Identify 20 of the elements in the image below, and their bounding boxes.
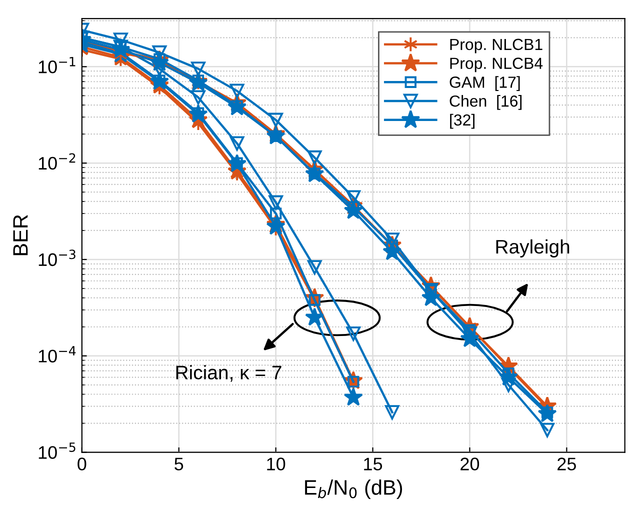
y-tick-label: 10$^{−4}$ xyxy=(38,346,76,362)
y-tick-label: 10$^{−5}$ xyxy=(38,442,76,459)
y-tick-label: 10$^{−1}$ xyxy=(38,56,76,74)
x-tick-label: 0 xyxy=(78,458,86,470)
x-axis-title: E$_{b}$/N$_{0}$ (dB) xyxy=(305,480,402,499)
y-axis-title: BER xyxy=(13,214,28,256)
legend-label: [32] xyxy=(450,114,474,129)
x-tick-label: 5 xyxy=(174,458,184,470)
legend-label: Prop. NLCB1 xyxy=(450,38,542,54)
annotation: Rician, κ = 7 xyxy=(176,365,282,382)
legend-label: GAM [17] xyxy=(450,76,520,92)
y-tick-label: 10$^{−2}$ xyxy=(38,153,76,170)
y-tick-label: 10$^{−3}$ xyxy=(38,250,76,266)
legend-label: Prop. NLCB4 xyxy=(450,58,543,72)
x-tick-label: 10 xyxy=(267,458,286,470)
legend-label: Chen [16] xyxy=(450,95,522,110)
x-tick-label: 15 xyxy=(364,458,382,470)
x-tick-label: 20 xyxy=(460,458,480,470)
x-tick-label: 25 xyxy=(558,458,576,470)
annotation: Rayleigh xyxy=(496,239,570,258)
